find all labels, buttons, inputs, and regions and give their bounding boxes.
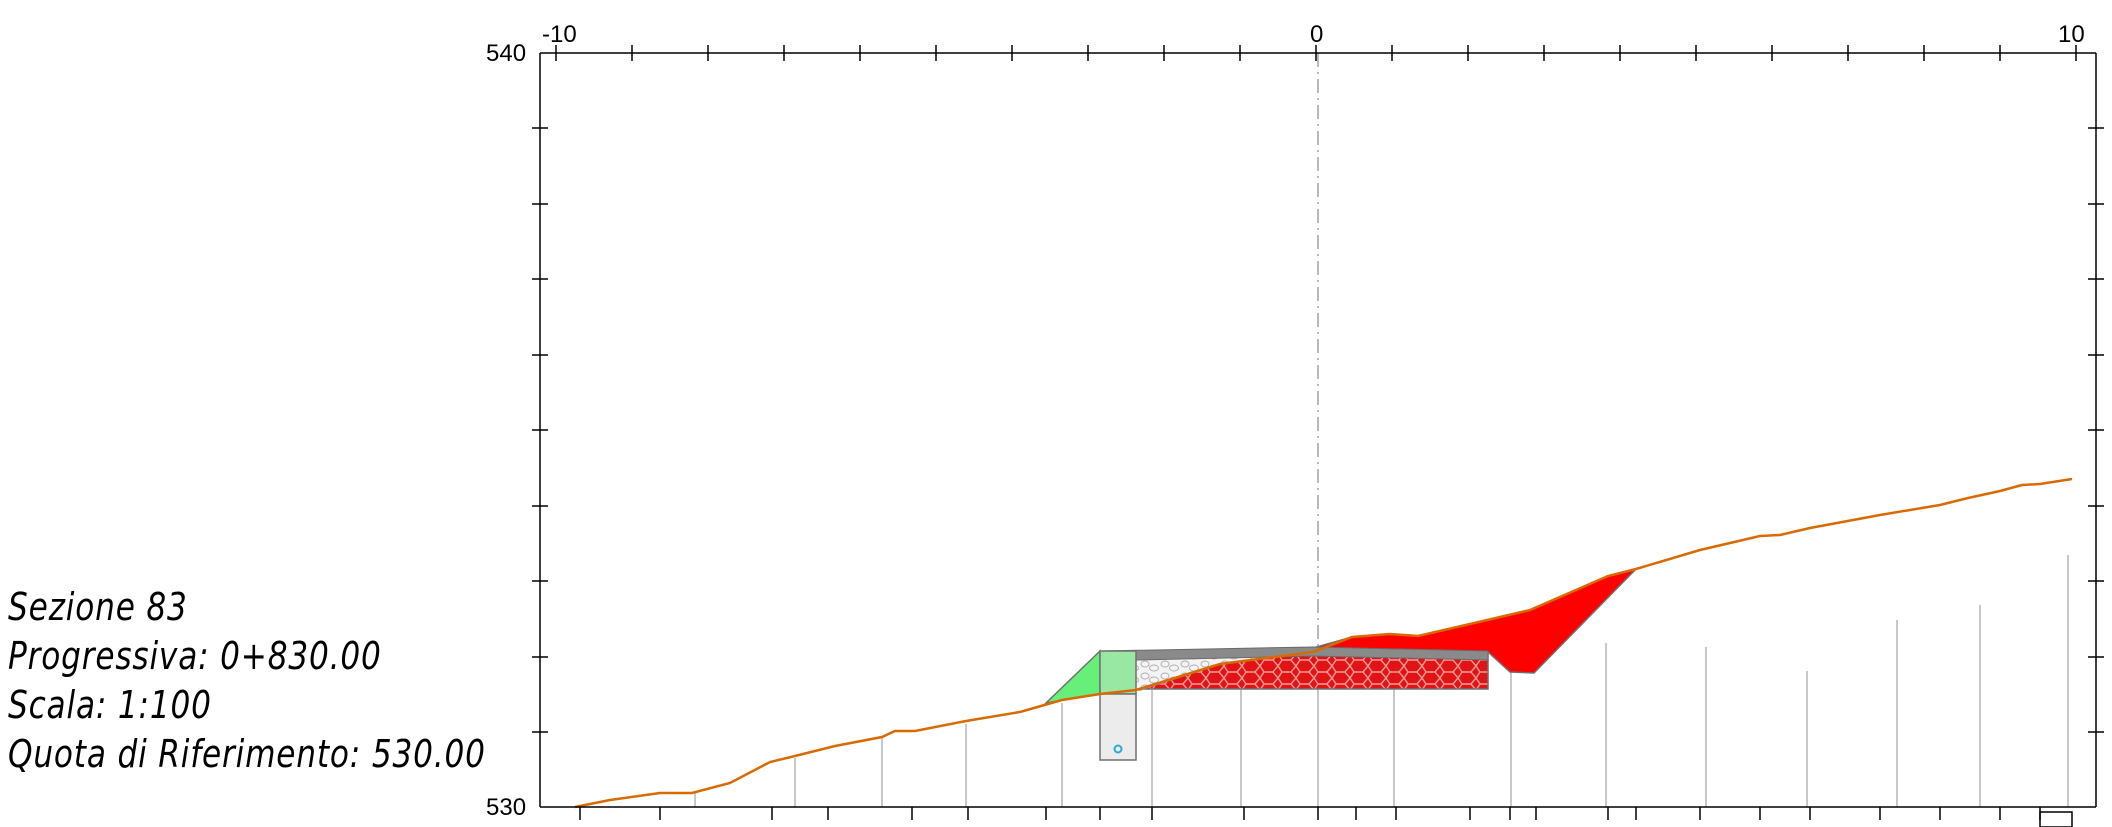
excavation-areas <box>1139 567 1639 692</box>
wall-foundation <box>1099 693 1137 761</box>
y-axis-top-label: 540 <box>486 40 526 67</box>
drain-marker-icon <box>1113 744 1123 754</box>
x-axis-center-label: 0 <box>1310 21 1323 48</box>
bottom-right-box <box>2039 811 2073 827</box>
top-ticks <box>555 45 2077 61</box>
left-ticks <box>532 127 548 733</box>
right-ticks <box>2088 127 2104 733</box>
section-title: Sezione 83 <box>8 585 188 629</box>
x-axis-right-label: 10 <box>2058 21 2085 48</box>
section-reference-level: Quota di Riferimento: 530.00 <box>8 732 486 776</box>
bottom-ticks <box>579 807 2041 820</box>
y-axis-bottom-label: 530 <box>486 794 526 821</box>
terrain-profile <box>574 477 2073 809</box>
terrain-vertical-lines <box>694 555 2069 807</box>
retaining-wall <box>1099 650 1137 695</box>
section-progressive: Progressiva: 0+830.00 <box>8 634 382 678</box>
section-info-block: Sezione 83 Progressiva: 0+830.00 Scala: … <box>8 583 486 779</box>
x-axis-left-label: -10 <box>542 21 577 48</box>
section-scale: Scala: 1:100 <box>8 683 212 727</box>
